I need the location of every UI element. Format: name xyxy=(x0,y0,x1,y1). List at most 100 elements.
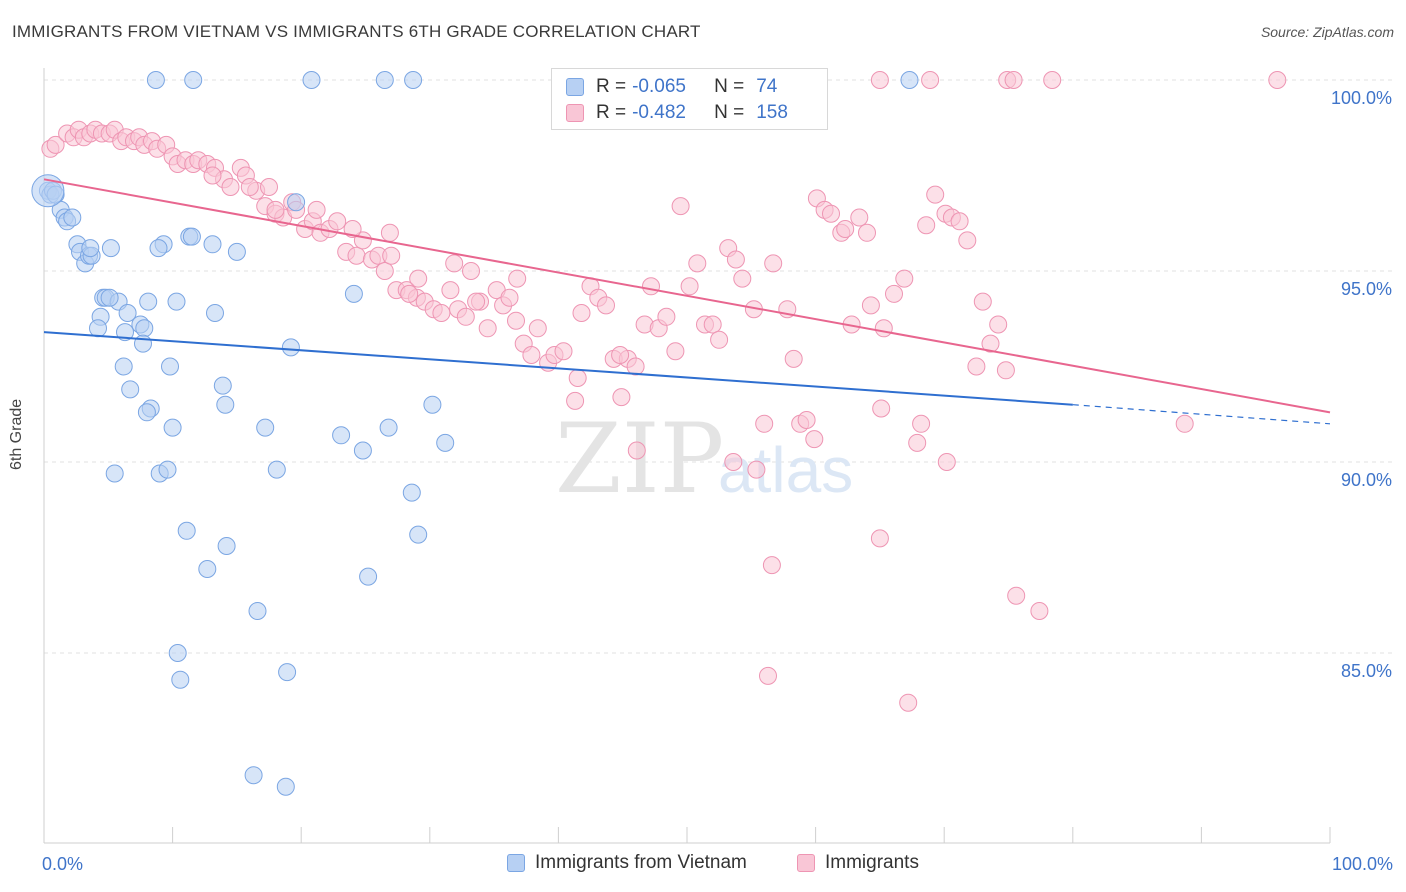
point-vietnam xyxy=(402,483,421,502)
y-tick-label: 95.0% xyxy=(1341,279,1392,299)
point-immigrants xyxy=(221,178,240,196)
point-immigrants xyxy=(456,307,475,326)
point-immigrants xyxy=(522,346,541,364)
legend-swatch-pink xyxy=(797,854,815,872)
point-immigrants xyxy=(203,166,222,185)
legend-item-immigrants[interactable]: Immigrants xyxy=(797,852,919,874)
axes xyxy=(43,68,1331,844)
point-immigrants xyxy=(478,319,497,338)
x-tick-labels: 0.0% 100.0% xyxy=(42,854,1393,874)
point-vietnam xyxy=(182,227,201,246)
point-vietnam xyxy=(281,338,300,357)
point-immigrants xyxy=(872,399,891,418)
point-immigrants xyxy=(950,212,969,231)
r-value: -0.482 xyxy=(632,102,686,123)
point-vietnam xyxy=(287,193,306,212)
point-immigrants xyxy=(508,269,527,288)
point-immigrants xyxy=(908,433,927,452)
point-immigrants xyxy=(996,361,1015,380)
trendline-immigrants xyxy=(43,178,1331,414)
point-immigrants xyxy=(657,307,676,326)
point-vietnam xyxy=(256,418,275,437)
point-vietnam xyxy=(206,304,224,322)
point-immigrants xyxy=(611,346,630,364)
point-immigrants xyxy=(870,529,889,548)
point-immigrants xyxy=(926,185,945,204)
point-immigrants xyxy=(445,254,464,273)
point-vietnam xyxy=(163,418,182,437)
point-immigrants xyxy=(328,212,347,231)
point-vietnam xyxy=(177,521,196,540)
watermark-atlas: atlas xyxy=(718,434,853,506)
point-vietnam xyxy=(81,239,100,258)
point-vietnam xyxy=(302,71,321,89)
point-vietnam xyxy=(404,71,423,89)
point-vietnam xyxy=(116,323,134,342)
n-value: 158 xyxy=(756,102,788,123)
point-immigrants xyxy=(850,208,869,227)
point-immigrants xyxy=(566,391,585,410)
point-immigrants xyxy=(1004,71,1023,89)
legend-label: Immigrants from Vietnam xyxy=(535,852,747,873)
point-vietnam xyxy=(135,319,154,338)
point-immigrants xyxy=(462,262,480,280)
point-immigrants xyxy=(1043,71,1062,89)
point-immigrants xyxy=(912,414,931,433)
point-vietnam xyxy=(121,380,140,399)
point-immigrants xyxy=(724,453,743,471)
r-value: -0.065 xyxy=(632,76,686,97)
point-immigrants xyxy=(1268,71,1287,89)
point-immigrants xyxy=(612,388,631,407)
point-vietnam xyxy=(63,208,82,227)
point-immigrants xyxy=(626,357,645,376)
point-immigrants xyxy=(240,178,259,196)
stats-legend: R = -0.065 N = 74 R = -0.482 N = 158 xyxy=(551,68,828,130)
point-immigrants xyxy=(726,250,745,269)
point-vietnam xyxy=(216,395,235,414)
legend-item-vietnam[interactable]: Immigrants from Vietnam xyxy=(507,852,747,874)
point-immigrants xyxy=(400,284,419,303)
point-vietnam xyxy=(267,460,286,479)
point-immigrants xyxy=(870,71,889,89)
point-immigrants xyxy=(733,269,752,288)
point-vietnam xyxy=(423,395,442,414)
source-label: Source: ZipAtlas.com xyxy=(1260,24,1394,40)
point-immigrants xyxy=(467,292,486,311)
point-vietnam xyxy=(139,292,158,311)
point-immigrants xyxy=(688,254,707,273)
point-immigrants xyxy=(382,246,401,265)
series-legend: Immigrants from Vietnam Immigrants xyxy=(0,852,1406,878)
point-vietnam xyxy=(114,357,133,376)
point-vietnam xyxy=(379,418,398,437)
point-immigrants xyxy=(836,220,855,238)
point-immigrants xyxy=(981,334,1000,353)
point-immigrants xyxy=(858,223,876,242)
point-vietnam xyxy=(248,602,267,620)
point-immigrants xyxy=(500,288,519,307)
point-immigrants xyxy=(822,204,840,223)
gridlines xyxy=(44,79,1392,654)
point-vietnam xyxy=(227,242,246,261)
point-immigrants xyxy=(1007,586,1026,605)
point-immigrants xyxy=(680,277,699,296)
point-immigrants xyxy=(671,197,690,216)
point-vietnam xyxy=(244,766,263,785)
point-vietnam xyxy=(100,288,119,307)
point-immigrants xyxy=(554,342,573,361)
point-immigrants xyxy=(710,330,729,349)
point-vietnam xyxy=(134,334,152,353)
point-immigrants xyxy=(568,369,587,387)
point-vietnam xyxy=(278,663,297,682)
point-immigrants xyxy=(409,269,428,288)
point-vietnam xyxy=(409,525,428,544)
n-label: N = xyxy=(714,76,745,97)
point-vietnam xyxy=(149,239,168,258)
point-vietnam xyxy=(171,670,190,689)
legend-swatch-blue xyxy=(566,78,584,96)
point-immigrants xyxy=(528,319,547,338)
x-tick-label: 100.0% xyxy=(1332,854,1393,874)
point-immigrants xyxy=(1030,602,1049,620)
point-immigrants xyxy=(921,71,940,89)
n-value: 74 xyxy=(756,76,778,97)
point-vietnam xyxy=(167,292,186,311)
